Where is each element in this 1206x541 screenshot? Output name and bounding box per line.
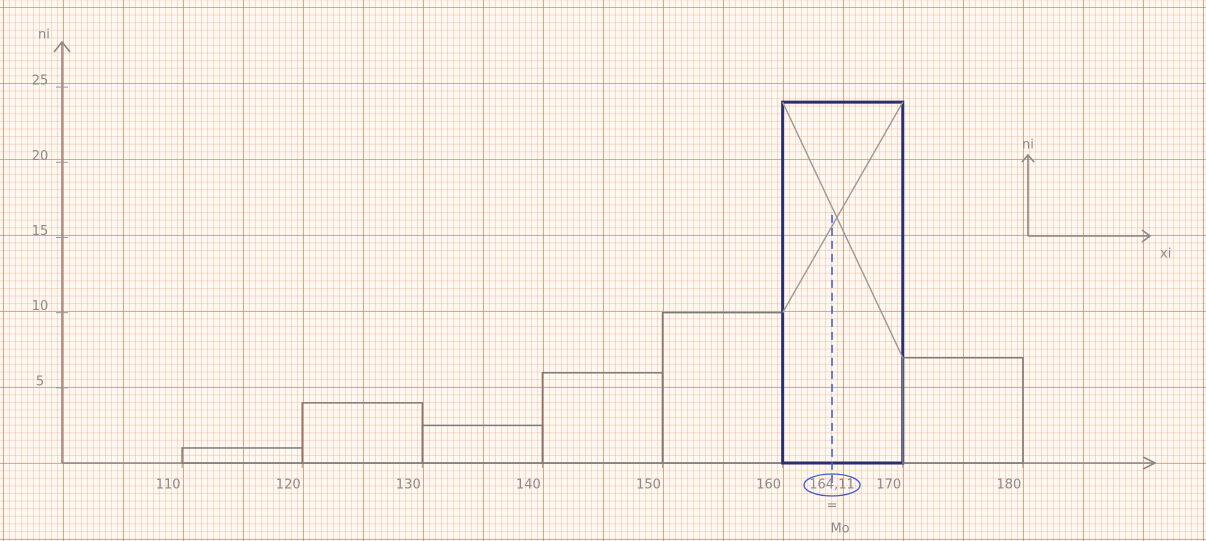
- bar: [903, 358, 1023, 463]
- inset-x-label: xi: [1160, 247, 1171, 262]
- mode-construction: [783, 102, 903, 358]
- x-tick-label: 150: [636, 478, 661, 493]
- x-tick-label: 170: [876, 478, 901, 493]
- x-tick-label: 130: [396, 478, 421, 493]
- y-tick-label: 10: [32, 299, 49, 314]
- y-tick-label: 20: [32, 149, 49, 164]
- y-tick-label: 5: [36, 374, 44, 389]
- y-axis-label: ni: [38, 28, 50, 43]
- x-tick-label: 160: [756, 478, 781, 493]
- mode-label: 164,11: [809, 478, 855, 493]
- bar: [783, 102, 903, 463]
- mode-name: Mo: [830, 522, 849, 537]
- x-tick-label: 140: [516, 478, 541, 493]
- y-tick-label: 25: [32, 74, 49, 89]
- bar: [182, 448, 302, 463]
- bar: [302, 403, 422, 463]
- y-tick-label: 15: [32, 224, 49, 239]
- x-tick-label: 110: [156, 478, 181, 493]
- bar: [663, 313, 783, 463]
- x-tick-label: 180: [996, 478, 1021, 493]
- mode-construction: [783, 102, 903, 313]
- inset-y-label: ni: [1022, 138, 1034, 153]
- chart: ni ni xi 5 10 15 20 25 110 120 130 140 150 160 170 1…: [0, 0, 1206, 541]
- bar: [422, 425, 542, 463]
- page: ni ni xi 5 10 15 20 25 110 120 130 140 150 160 170 1…: [0, 0, 1206, 541]
- bar: [542, 373, 662, 463]
- mode-equals: =: [827, 499, 838, 514]
- x-tick-label: 120: [276, 478, 301, 493]
